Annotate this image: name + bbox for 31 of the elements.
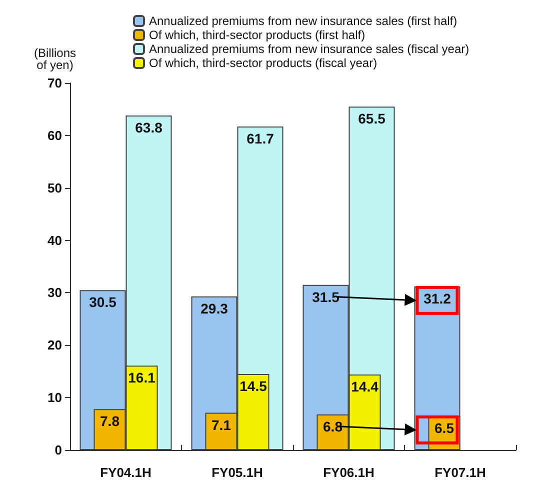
data-label: 6.5 [434,420,454,436]
y-tick-label: 70 [48,76,62,90]
data-label: 14.5 [240,378,268,394]
data-label: 30.5 [89,294,117,310]
y-tick-label: 40 [48,232,62,248]
data-label: 31.5 [312,288,340,305]
x-tick-label: FY07.1H [434,465,486,480]
y-tick-label: 50 [48,180,62,196]
legend-label: Annualized premiums from new insurance sales (first half) [149,14,458,28]
legend-label: Of which, third-sector products (fiscal year) [149,56,378,70]
y-tick-label: 0 [54,442,62,458]
data-label: 7.1 [212,416,232,433]
x-tick-label: FY04.1H [100,465,152,480]
data-label: 63.8 [135,120,163,136]
data-label: 6.8 [323,418,343,434]
legend-label: Annualized premiums from new insurance sales (fiscal year) [149,42,470,56]
y-axis-title: (Billions of yen) [34,46,76,72]
data-label: 61.7 [246,130,274,147]
y-tick-label: 30 [48,285,62,300]
data-label: 31.2 [424,290,452,306]
legend-label: Of which, third-sector products (first half) [149,28,366,42]
data-label: 65.5 [358,110,386,127]
data-label: 29.3 [200,300,228,316]
x-tick-label: FY05.1H [212,465,263,480]
data-label: 16.1 [128,370,156,386]
x-tick-label: FY06.1H [323,465,374,480]
y-tick-label: 20 [48,338,62,353]
y-tick-label: 60 [48,128,62,143]
data-label: 14.4 [351,378,379,395]
y-tick-label: 10 [48,390,62,406]
data-label: 7.8 [100,413,120,430]
